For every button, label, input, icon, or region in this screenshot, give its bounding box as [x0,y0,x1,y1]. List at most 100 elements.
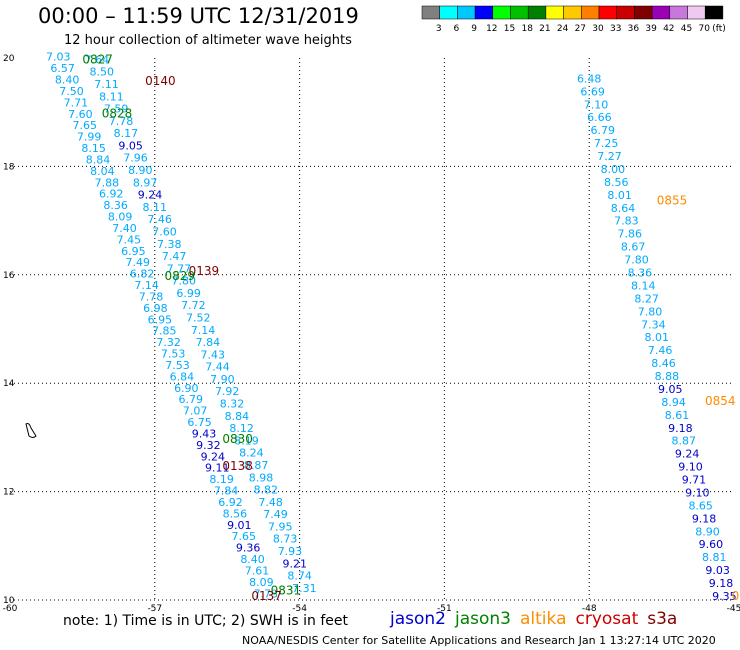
swh-value-label: 8.19 [209,473,234,486]
pass-time-label: 0140 [145,74,176,88]
swh-value-label: 7.88 [95,176,120,189]
swh-value-label: 8.90 [695,525,720,538]
swh-value-label: 8.36 [628,266,653,279]
swh-value-label: 7.72 [181,299,206,312]
swh-value-label: 7.78 [139,290,164,303]
swh-value-label: 8.27 [634,292,659,305]
units-note: note: 1) Time is in UTC; 2) SWH is in fe… [63,613,349,629]
swh-value-label: 8.65 [688,499,713,512]
pass-time-label: 0830 [222,432,253,446]
colorbar-tick-label: 15 [504,24,515,34]
lat-tick-label: 10 [3,596,15,606]
swh-value-label: 7.52 [186,312,211,325]
swh-value-label: 7.46 [147,213,172,226]
lon-tick-label: -48 [582,604,597,614]
colorbar-swatch [634,5,653,20]
colorbar-tick-label: 9 [471,24,477,34]
lat-tick-label: 16 [3,271,15,281]
swh-value-label: 8.01 [645,331,670,344]
swh-value-label: 9.24 [201,450,226,463]
swh-value-label: 7.61 [245,564,270,577]
swh-value-label: 7.14 [191,324,216,337]
color-scale-bar: 3 6 9 12 15 18 21 24 27 30 33 36 39 42 45 70 (ft) [421,5,726,34]
swh-value-label: 8.61 [665,409,690,422]
swh-value-label: 8.87 [244,459,269,472]
swh-value-label: 7.53 [161,348,186,361]
swh-value-label: 7.10 [584,98,609,111]
swh-value-label: 6.82 [130,268,155,281]
legend-item-cryosat: cryosat [575,609,639,629]
swh-value-label: 8.81 [702,551,727,564]
swh-value-label: 8.19 [234,434,259,447]
pass-time-label: 0 [732,589,740,603]
swh-value-label: 7.77 [167,262,192,275]
colorbar-unit-label: (ft) [712,24,726,34]
colorbar-swatch [563,5,582,20]
colorbar-tick-label: 24 [557,24,569,34]
swh-value-label: 8.09 [108,211,133,224]
colorbar-swatch [651,5,671,20]
pass-time-label: 0855 [657,193,688,207]
swh-value-label: 7.84 [214,485,239,498]
swh-value-label: 6.90 [174,382,199,395]
pass-time-label: 0828 [102,107,133,121]
colorbar-tick-label: 36 [628,24,640,34]
swh-value-label: 7.43 [200,348,225,361]
swh-value-label: 8.50 [89,66,114,79]
colorbar-swatch [492,5,511,20]
swh-value-label: 7.92 [215,385,240,398]
swh-value-label: 7.40 [112,222,137,235]
swh-value-label: 8.00 [601,163,626,176]
swh-value-label: 8.88 [655,370,680,383]
swh-value-label: 7.80 [624,254,649,267]
swh-value-label: 8.36 [103,199,128,212]
colorbar-swatch [474,5,494,20]
swh-value-label: 7.96 [123,152,148,165]
swh-value-label: 7.86 [617,228,642,241]
legend-item-jason2: jason2 [390,609,446,629]
swh-value-label: 8.82 [254,484,279,497]
swh-value-label: 7.59 [104,103,129,116]
swh-value-label: 7.85 [152,325,177,338]
colorbar-tick-label: 33 [610,24,621,34]
swh-value-label: 7.32 [156,336,181,349]
lat-tick-label: 18 [3,162,15,172]
colorbar-swatch [704,5,724,20]
swh-value-label: 7.31 [292,582,317,595]
swh-value-label: 8.74 [287,570,312,583]
swh-value-label: 7.53 [165,359,190,372]
credit-line: NOAA/NESDIS Center for Satellite Applica… [242,634,716,647]
swh-value-label: 6.92 [99,188,124,201]
swh-value-label: 9.35 [712,590,737,603]
swh-value-label: 7.11 [94,78,119,91]
swh-value-label: 8.12 [229,422,254,435]
swh-value-label: 7.93 [278,545,303,558]
swh-value-label: 8.04 [90,165,115,178]
swh-value-label: 9.10 [685,486,710,499]
swh-value-label: 8.73 [273,533,298,546]
lon-tick-label: -57 [147,604,162,614]
map-subtitle: 12 hour collection of altimeter wave hei… [64,33,352,48]
lat-tick-label: 14 [3,379,15,389]
swh-value-label: 6.66 [587,111,612,124]
lon-tick-label: -60 [3,604,18,614]
swh-value-label: 7.65 [73,119,98,132]
colorbar-swatch [439,5,458,20]
swh-value-label: 7.07 [183,405,208,418]
swh-value-label: 7.83 [614,215,639,228]
swh-value-label: 6.92 [218,496,243,509]
colorbar-tick-label: 39 [645,24,657,34]
swh-value-label: 9.60 [699,538,724,551]
swh-value-label: 7.71 [64,96,89,109]
swh-value-label: 9.05 [118,139,143,152]
swh-value-label: 7.90 [210,373,235,386]
swh-value-label: 6.79 [178,393,203,406]
swh-value-label: 6.48 [577,72,602,85]
colorbar-swatch [669,5,688,20]
swh-value-label: 8.84 [86,153,111,166]
swh-value-label: 7.03 [46,51,71,64]
swh-value-label: 7.44 [205,361,230,374]
swh-value-label: 6.79 [590,124,615,137]
swh-value-label: 9.43 [192,427,217,440]
lon-tick-label: -54 [292,604,307,614]
